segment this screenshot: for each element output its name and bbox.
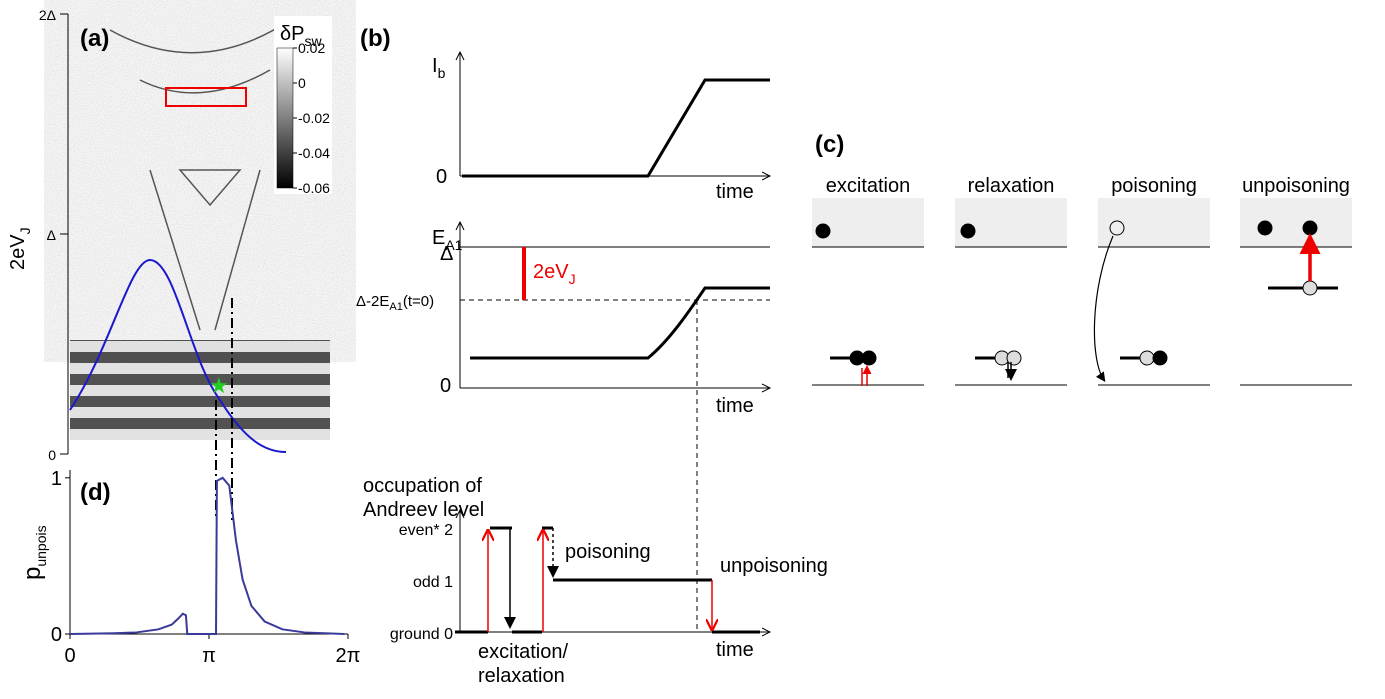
current-trace	[462, 78, 770, 178]
highlight-box	[165, 87, 247, 107]
continuum	[1240, 198, 1352, 247]
poisoning-arrow	[1093, 235, 1114, 382]
continuum	[955, 198, 1067, 247]
data-line	[69, 476, 345, 635]
axis	[69, 470, 348, 635]
voltage-label: 2eVJ	[533, 261, 576, 287]
y-label: 2eVJ	[7, 227, 33, 270]
axes	[455, 508, 772, 637]
y-label: EA1	[432, 227, 463, 253]
quasiparticle	[1152, 350, 1168, 366]
panel-label: (c)	[815, 131, 844, 158]
colorbar-tick-label: -0.02	[298, 110, 330, 126]
panel-d: (d) punpois 0 π 2π 0 1	[19, 468, 360, 667]
quasiparticle	[1257, 220, 1273, 236]
y-tick-label: 0	[436, 166, 447, 188]
y-tick-label: 0	[51, 624, 62, 646]
title-line: occupation of	[363, 475, 482, 497]
y-label-main: p	[19, 567, 46, 580]
x-tick-label: 0	[64, 645, 75, 667]
axes	[455, 220, 772, 393]
panel-b: (b) Ib 0 time EA1 Δ Δ-2EA1(t=0) 0 2eVJ t…	[356, 25, 828, 687]
process-label: poisoning	[1111, 175, 1197, 197]
y-label-sub: A1	[445, 237, 462, 253]
y-tick-label: odd 1	[413, 574, 453, 591]
map-image-lower	[70, 340, 330, 440]
colorbar-title-sub: sw	[304, 33, 322, 49]
y-tick-label: even* 2	[399, 522, 453, 539]
panel-a: ★ 2Δ Δ 0 2eVJ (a) δPsw 0.02 0 -0.02 -0.04 -0…	[7, 7, 332, 520]
process-label: excitation	[826, 175, 911, 197]
panel-c: (c) excitation relaxation poisoning unpo…	[812, 131, 1352, 386]
occupation-trace	[455, 526, 760, 634]
process-label: unpoisoning	[1242, 175, 1350, 197]
level-sub: A1	[389, 301, 402, 313]
colorbar-tick-label: -0.04	[298, 145, 330, 161]
x-label: time	[716, 395, 754, 417]
y-tick-label: Δ-2EA1(t=0)	[356, 293, 434, 313]
colorbar-tick-label: -0.06	[298, 180, 330, 196]
gap-edges	[812, 246, 1352, 386]
y-label-main: 2eV	[7, 234, 29, 270]
x-label: time	[716, 181, 754, 203]
relaxation-arrow	[1008, 362, 1011, 378]
energy-trace	[470, 286, 770, 360]
colorbar-tick-label: 0.02	[298, 40, 325, 56]
y-tick-label: 2Δ	[39, 7, 56, 23]
y-label: punpois	[19, 525, 49, 580]
x-tick-label: π	[202, 645, 216, 667]
y-label-main: E	[432, 227, 445, 249]
y-label-sub: b	[438, 65, 446, 81]
andreev-level	[830, 286, 1338, 360]
title-line: Andreev level	[363, 499, 484, 521]
x-label: time	[716, 639, 754, 661]
y-tick-label: 0	[440, 375, 451, 397]
annotation: excitation/	[478, 641, 568, 663]
y-label-sub: unpois	[33, 525, 49, 566]
y-tick-label: ground 0	[390, 626, 453, 643]
axes	[455, 50, 772, 181]
quasiparticle	[861, 350, 877, 366]
colorbar	[276, 47, 294, 189]
panel-label: (a)	[80, 25, 109, 52]
annotation: relaxation	[478, 665, 565, 687]
x-tick-label: 2π	[336, 645, 361, 667]
colorbar-tick-label: 0	[298, 75, 306, 91]
y-label: Ib	[432, 55, 446, 81]
continuum	[812, 198, 924, 247]
y-tick-label: 1	[51, 468, 62, 490]
axis	[60, 13, 69, 455]
excitation-arrow	[862, 368, 867, 386]
level-tail: (t=0)	[403, 293, 434, 310]
panel-label: (d)	[80, 479, 111, 506]
level-main: Δ-2E	[356, 293, 389, 310]
voltage-main: 2eV	[533, 261, 569, 283]
star: ★	[209, 373, 229, 398]
empty-state	[1109, 220, 1125, 236]
annotation: poisoning	[565, 541, 651, 563]
empty-state	[1006, 350, 1022, 366]
blue-curve	[69, 258, 287, 453]
empty-state	[1302, 280, 1318, 296]
y-label-main: I	[432, 55, 438, 77]
quasiparticle	[1302, 220, 1318, 236]
quasiparticle	[960, 223, 976, 239]
map-features	[109, 19, 291, 331]
panel-label: (b)	[360, 25, 391, 52]
colorbar-title: δPsw	[280, 23, 322, 49]
quasiparticle	[815, 223, 831, 239]
y-tick-label: 0	[48, 447, 56, 463]
colorbar-title-main: δP	[280, 23, 304, 45]
annotation: unpoisoning	[720, 555, 828, 577]
y-label-sub: J	[17, 227, 33, 234]
process-label: relaxation	[968, 175, 1055, 197]
y-tick-label: Δ	[440, 243, 453, 265]
empty-state	[1139, 350, 1155, 366]
voltage-sub: J	[569, 271, 576, 287]
y-tick-label: Δ	[47, 227, 56, 243]
